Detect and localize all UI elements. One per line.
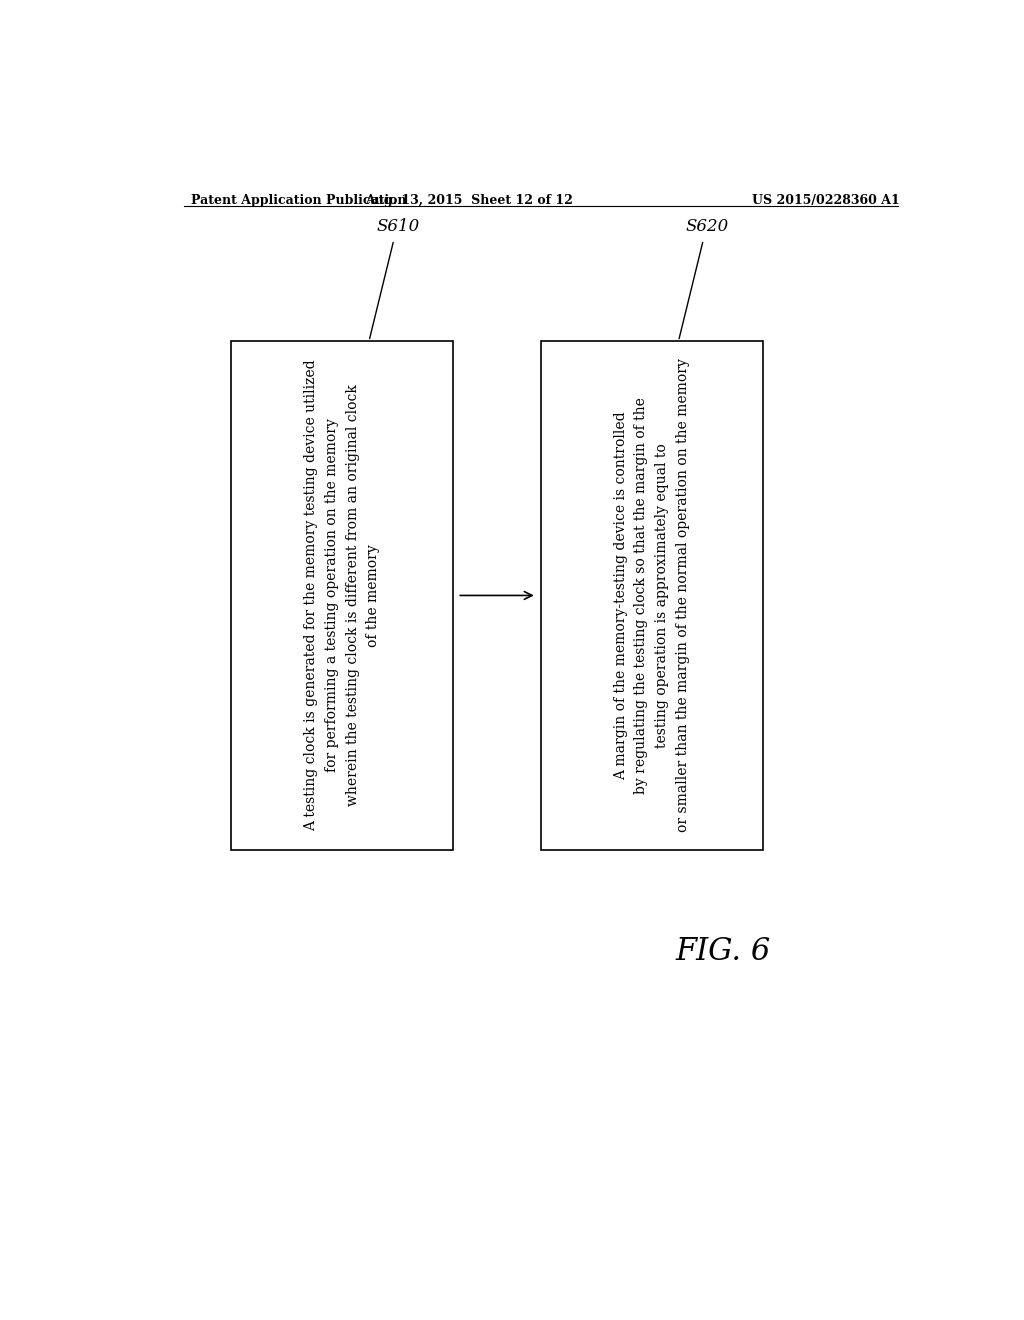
Text: Patent Application Publication: Patent Application Publication bbox=[191, 194, 407, 207]
Text: A testing clock is generated for the memory testing device utilized
for performi: A testing clock is generated for the mem… bbox=[304, 359, 380, 832]
Text: Aug. 13, 2015  Sheet 12 of 12: Aug. 13, 2015 Sheet 12 of 12 bbox=[366, 194, 573, 207]
Text: FIG. 6: FIG. 6 bbox=[676, 936, 771, 966]
Bar bbox=[231, 342, 454, 850]
Text: S620: S620 bbox=[686, 218, 729, 235]
Text: US 2015/0228360 A1: US 2015/0228360 A1 bbox=[753, 194, 900, 207]
Bar bbox=[541, 342, 763, 850]
Text: S610: S610 bbox=[376, 218, 420, 235]
Text: A margin of the memory-testing device is controlled
by regulating the testing cl: A margin of the memory-testing device is… bbox=[613, 359, 690, 833]
